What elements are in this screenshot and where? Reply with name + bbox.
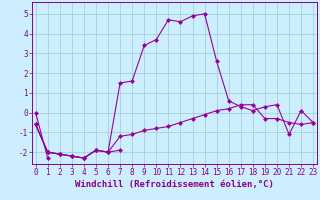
X-axis label: Windchill (Refroidissement éolien,°C): Windchill (Refroidissement éolien,°C) bbox=[75, 180, 274, 189]
